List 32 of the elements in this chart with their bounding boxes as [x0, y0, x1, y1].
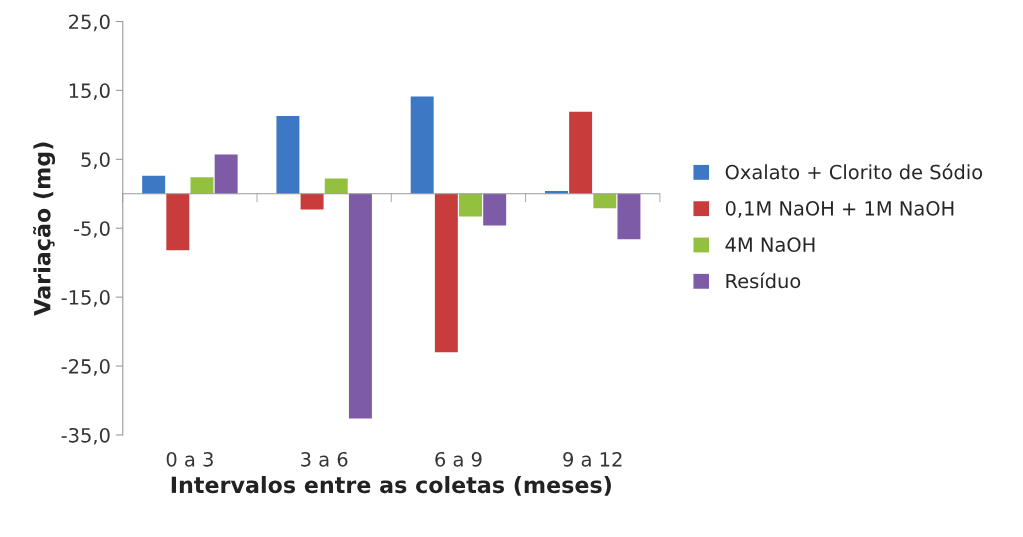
x-tick-label: 6 a 9 — [435, 451, 482, 467]
y-tick-label: 5,0 — [81, 152, 110, 169]
bar — [142, 175, 166, 194]
y-tick-label: -35,0 — [61, 427, 110, 445]
y-tick-label: -25,0 — [61, 359, 110, 376]
x-tick-label: 9 a 12 — [563, 451, 622, 467]
legend-label: Resíduo — [726, 272, 801, 289]
bar — [190, 177, 214, 194]
bar — [276, 115, 300, 194]
bar — [214, 154, 238, 194]
bar — [348, 193, 372, 419]
y-tick-label: 15,0 — [69, 83, 110, 101]
bar — [410, 96, 434, 194]
legend-label: 0,1M NaOH + 1M NaOH — [725, 201, 954, 218]
bar — [593, 193, 617, 209]
x-axis-title: Intervalos entre as coletas (meses) — [171, 476, 611, 496]
bar — [300, 193, 324, 210]
y-tick-label: -5,0 — [73, 221, 110, 238]
y-axis-title: Variação (mg) — [33, 142, 56, 316]
y-tick-label: -15,0 — [61, 290, 110, 307]
bar — [324, 178, 348, 194]
legend-label: 4M NaOH — [725, 237, 815, 253]
bar — [459, 193, 482, 217]
bar — [434, 193, 458, 353]
y-tick-label: 25,0 — [69, 14, 110, 32]
bar — [617, 193, 641, 240]
legend-label: Oxalato + Clorito de Sódio — [725, 163, 983, 180]
bar — [569, 111, 593, 194]
x-tick-label: 0 a 3 — [166, 451, 213, 467]
x-tick-label: 3 a 6 — [301, 451, 348, 467]
bar — [166, 193, 190, 251]
bar — [483, 193, 507, 226]
